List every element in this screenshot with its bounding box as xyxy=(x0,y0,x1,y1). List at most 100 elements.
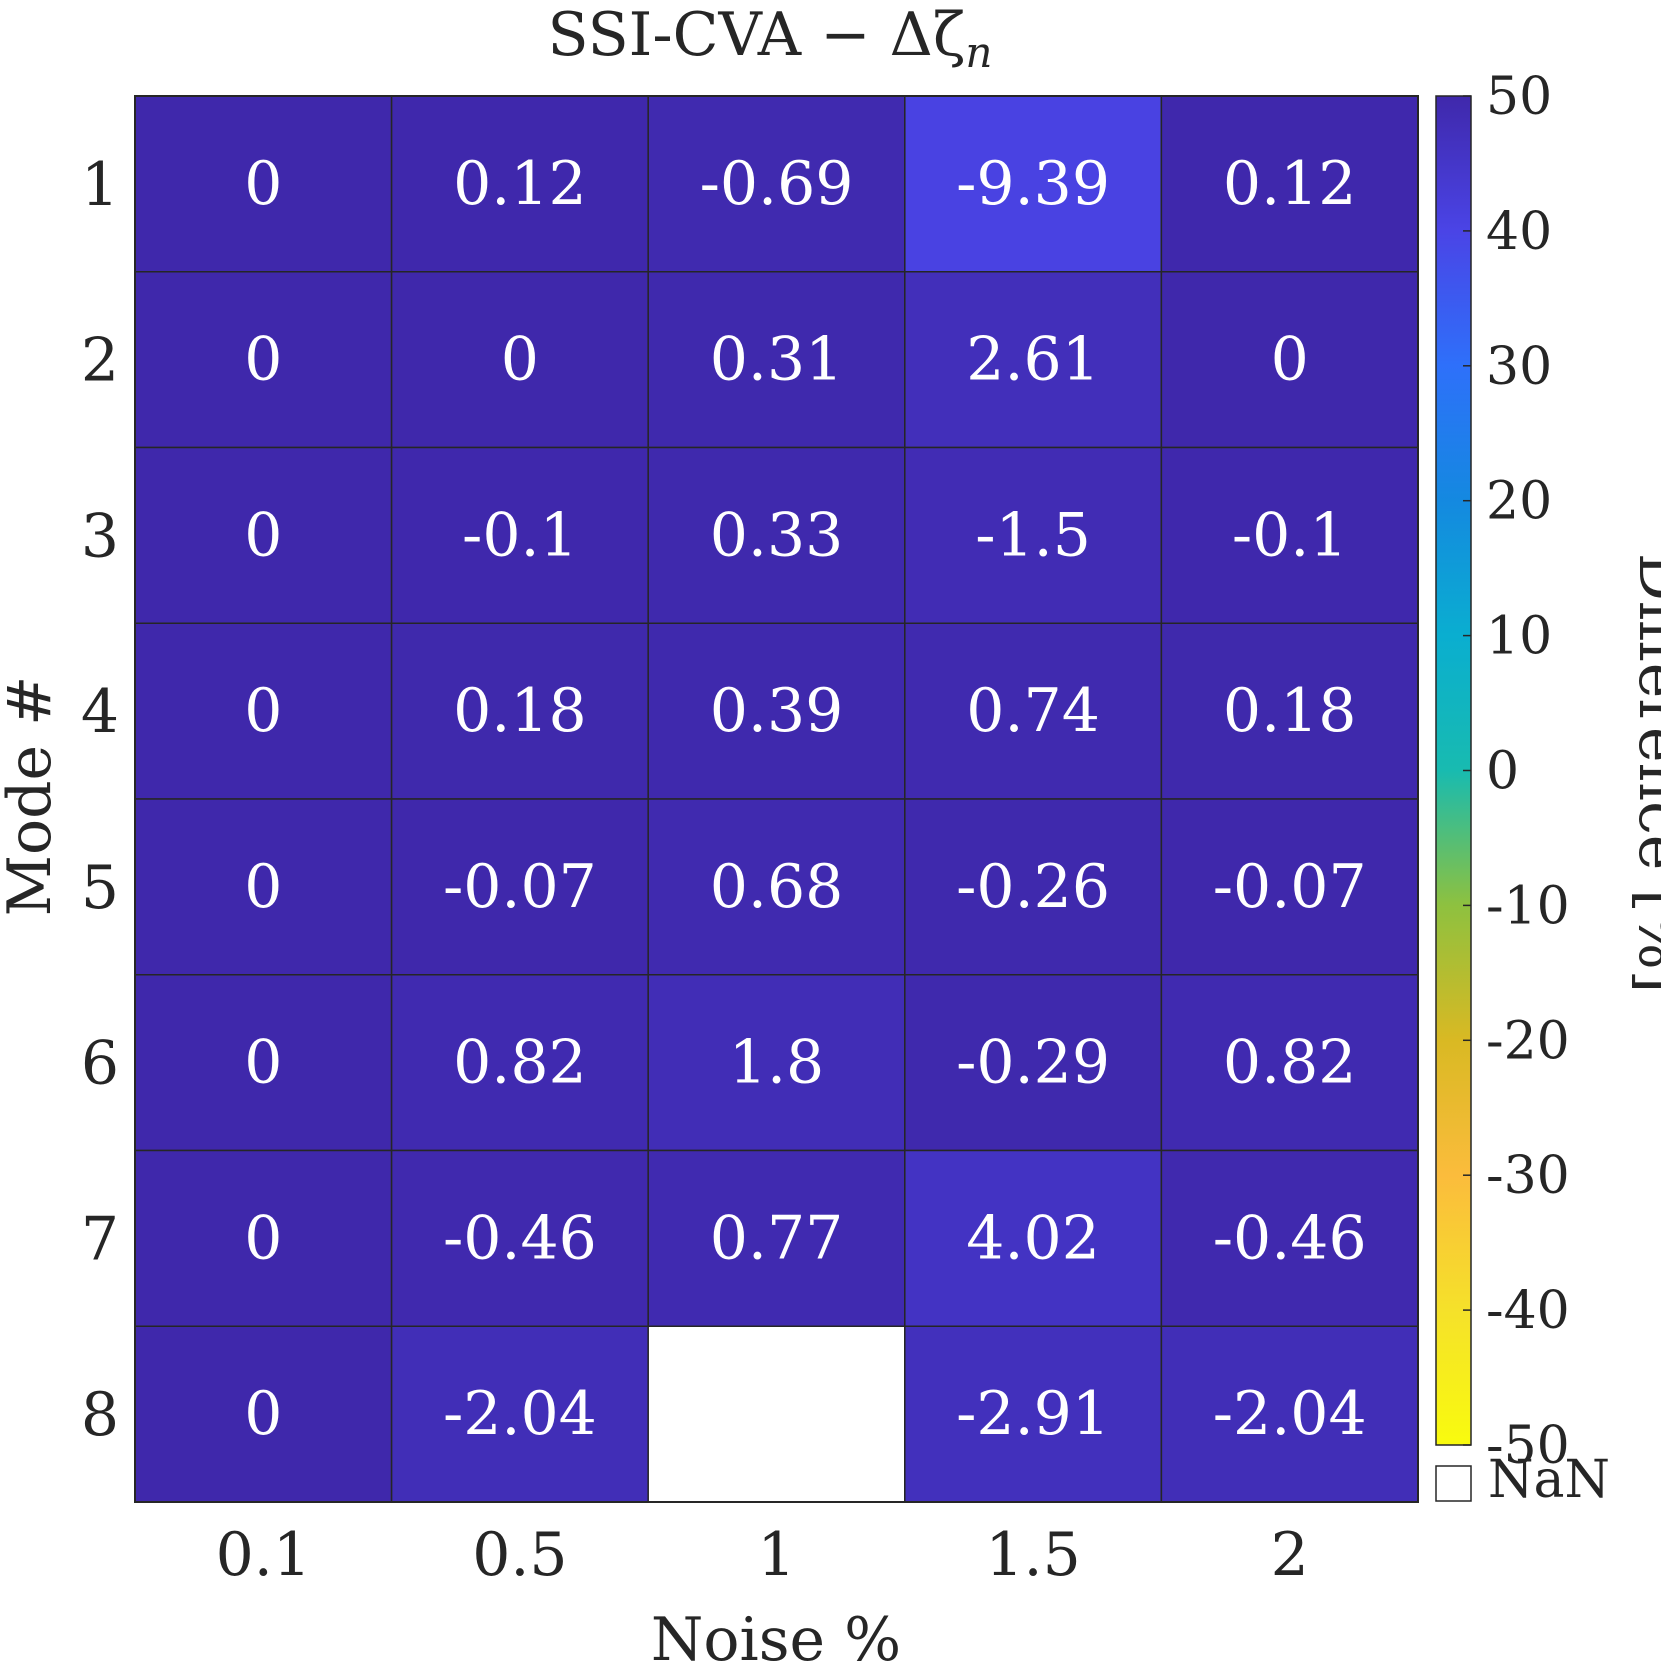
heatmap-cell xyxy=(904,95,1163,273)
heatmap-cell xyxy=(390,974,649,1152)
cell-value-label: 0 xyxy=(244,149,282,219)
colorbar-tick-label: 50 xyxy=(1486,67,1552,127)
cell-value-label: -0.1 xyxy=(462,500,578,570)
heatmap-cell xyxy=(390,95,649,273)
x-axis-label: Noise % xyxy=(651,1605,901,1670)
plot-frame xyxy=(134,95,1419,1503)
cell-value-label: -0.07 xyxy=(1213,852,1367,922)
heatmap-cell xyxy=(1160,798,1419,976)
heatmap-cell xyxy=(390,446,649,624)
heatmap-cell xyxy=(647,1325,906,1503)
chart-title: SSI-CVA − Δζn xyxy=(548,0,993,77)
cell-value-label: 0 xyxy=(244,1203,282,1273)
heatmap-cells xyxy=(134,95,1419,1503)
colorbar-tick-label: 10 xyxy=(1486,607,1552,667)
y-axis-label: Mode # xyxy=(0,676,65,917)
heatmap-cell xyxy=(647,446,906,624)
cell-value-label: 1.8 xyxy=(729,1028,824,1098)
heatmap-cell xyxy=(390,622,649,800)
cell-value-label: 0 xyxy=(244,1028,282,1098)
x-tick-labels: 0.1 0.5 1 1.5 2 xyxy=(216,1520,1309,1590)
cell-value-label: -2.04 xyxy=(443,1379,597,1449)
cell-value-label: 0 xyxy=(244,500,282,570)
cell-value-label: 0.12 xyxy=(1223,149,1357,219)
heatmap-cell xyxy=(1160,622,1419,800)
heatmap-cell xyxy=(390,798,649,976)
heatmap-cell xyxy=(1160,95,1419,273)
heatmap-cell xyxy=(647,271,906,449)
cell-value-label: 0 xyxy=(244,852,282,922)
colorbar-ticks: 50 40 30 20 10 0 -10 -20 -30 -40 -50 xyxy=(1463,67,1570,1476)
heatmap-cell xyxy=(134,271,393,449)
heatmap-cell xyxy=(647,622,906,800)
x-tick-label: 0.5 xyxy=(472,1520,567,1590)
colorbar-tick-label: 40 xyxy=(1486,202,1552,262)
cell-value-label: 0.82 xyxy=(453,1028,587,1098)
cell-value-label: -0.69 xyxy=(700,149,854,219)
colorbar-tick-label: -10 xyxy=(1486,876,1570,936)
y-tick-label: 5 xyxy=(81,853,119,923)
colorbar-tick-label: -20 xyxy=(1486,1011,1570,1071)
cell-value-label: 0 xyxy=(244,1379,282,1449)
heatmap-cell xyxy=(904,1149,1163,1327)
cell-value-label: -0.29 xyxy=(956,1028,1110,1098)
heatmap-cell xyxy=(390,1325,649,1503)
nan-legend-swatch xyxy=(1435,1465,1472,1502)
x-tick-label: 2 xyxy=(1271,1520,1309,1590)
cell-value-label: 0 xyxy=(244,325,282,395)
cell-value-label: 0 xyxy=(1271,325,1309,395)
cell-value-label: 0.77 xyxy=(710,1203,844,1273)
colorbar-tick-label: -50 xyxy=(1486,1416,1570,1476)
cell-value-label: -0.46 xyxy=(443,1203,597,1273)
y-tick-label: 6 xyxy=(81,1029,119,1099)
x-tick-label: 1.5 xyxy=(985,1520,1080,1590)
cell-value-label: 2.61 xyxy=(966,325,1100,395)
chart-title-main: SSI-CVA − Δζ xyxy=(548,0,966,70)
nan-legend-label: NaN xyxy=(1488,1450,1610,1510)
x-tick-label: 1 xyxy=(757,1520,795,1590)
cell-value-label: 0.18 xyxy=(1223,676,1357,746)
heatmap-cell xyxy=(647,798,906,976)
chart-title-subscript: n xyxy=(965,28,992,77)
cell-value-label: 0.74 xyxy=(966,676,1100,746)
heatmap-cell xyxy=(134,1149,393,1327)
heatmap-cell xyxy=(904,974,1163,1152)
colorbar-label: Difference [%] xyxy=(1625,553,1661,993)
cell-value-label: 0.12 xyxy=(453,149,587,219)
y-tick-label: 7 xyxy=(81,1204,119,1274)
y-tick-label: 1 xyxy=(81,150,119,220)
colorbar-tick-label: 20 xyxy=(1486,472,1552,532)
heatmap-cell-labels: 0 0.12 -0.69 -9.39 0.12 0 0 0.31 2.61 0 0 -0.1 0.33 -… xyxy=(244,149,1366,1449)
y-tick-label: 8 xyxy=(81,1380,119,1450)
y-tick-label: 4 xyxy=(81,677,119,747)
cell-value-label: 0 xyxy=(501,325,539,395)
cell-value-label: 0.33 xyxy=(710,500,844,570)
cell-value-label: -9.39 xyxy=(956,149,1110,219)
cell-value-label: 0.68 xyxy=(710,852,844,922)
cell-value-label: -2.91 xyxy=(956,1379,1110,1449)
colorbar-tick-label: 30 xyxy=(1486,337,1552,397)
cell-value-label: 0 xyxy=(244,676,282,746)
cell-value-label: 0.39 xyxy=(710,676,844,746)
heatmap-cell xyxy=(904,1325,1163,1503)
heatmap-cell xyxy=(1160,1149,1419,1327)
heatmap-cell xyxy=(904,446,1163,624)
cell-value-label: 0.31 xyxy=(710,325,844,395)
colorbar-tick-label: -30 xyxy=(1486,1146,1570,1206)
heatmap-cell xyxy=(134,798,393,976)
heatmap-cell xyxy=(904,622,1163,800)
cell-value-label: -2.04 xyxy=(1213,1379,1367,1449)
y-tick-label: 3 xyxy=(81,501,119,571)
cell-value-label: -0.07 xyxy=(443,852,597,922)
heatmap-cell xyxy=(134,1325,393,1503)
heatmap-cell xyxy=(1160,271,1419,449)
cell-value-label: 0.18 xyxy=(453,676,587,746)
cell-value-label: -0.26 xyxy=(956,852,1110,922)
colorbar-tick-label: -40 xyxy=(1486,1281,1570,1341)
colorbar-tick-label: 0 xyxy=(1486,742,1519,802)
y-tick-label: 2 xyxy=(81,326,119,396)
cell-value-label: 4.02 xyxy=(966,1203,1100,1273)
cell-value-label: 0.82 xyxy=(1223,1028,1357,1098)
cell-value-label: -0.1 xyxy=(1232,500,1348,570)
